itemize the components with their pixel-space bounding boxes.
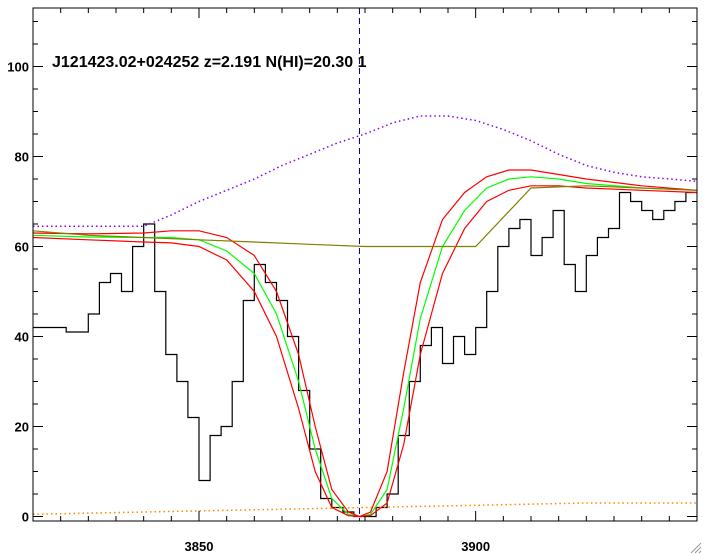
series-line-4 xyxy=(33,185,697,248)
y-tick-label: 60 xyxy=(15,240,29,255)
y-tick-label: 80 xyxy=(15,150,29,165)
y-tick-label: 20 xyxy=(15,420,29,435)
series-line-3 xyxy=(33,185,697,518)
axis-ticks: 0 20 40 60 80 100 3850 3900 xyxy=(7,8,698,554)
chart-title: J121423.02+024252 z=2.191 N(HI)=20.30 1 xyxy=(52,54,367,71)
series-line-6 xyxy=(33,502,697,516)
plot-clip-group xyxy=(33,115,697,518)
series-layer xyxy=(33,115,697,518)
resize-grip-icon[interactable] xyxy=(690,542,702,554)
x-tick-label: 3900 xyxy=(461,539,490,554)
x-tick-label: 3850 xyxy=(185,539,214,554)
series-line-0 xyxy=(33,191,697,518)
y-tick-label: 0 xyxy=(22,510,29,525)
y-tick-label: 100 xyxy=(7,60,29,75)
y-tick-label: 40 xyxy=(15,330,29,345)
series-line-2 xyxy=(33,169,697,518)
series-line-1 xyxy=(33,176,697,518)
series-line-5 xyxy=(33,115,697,228)
